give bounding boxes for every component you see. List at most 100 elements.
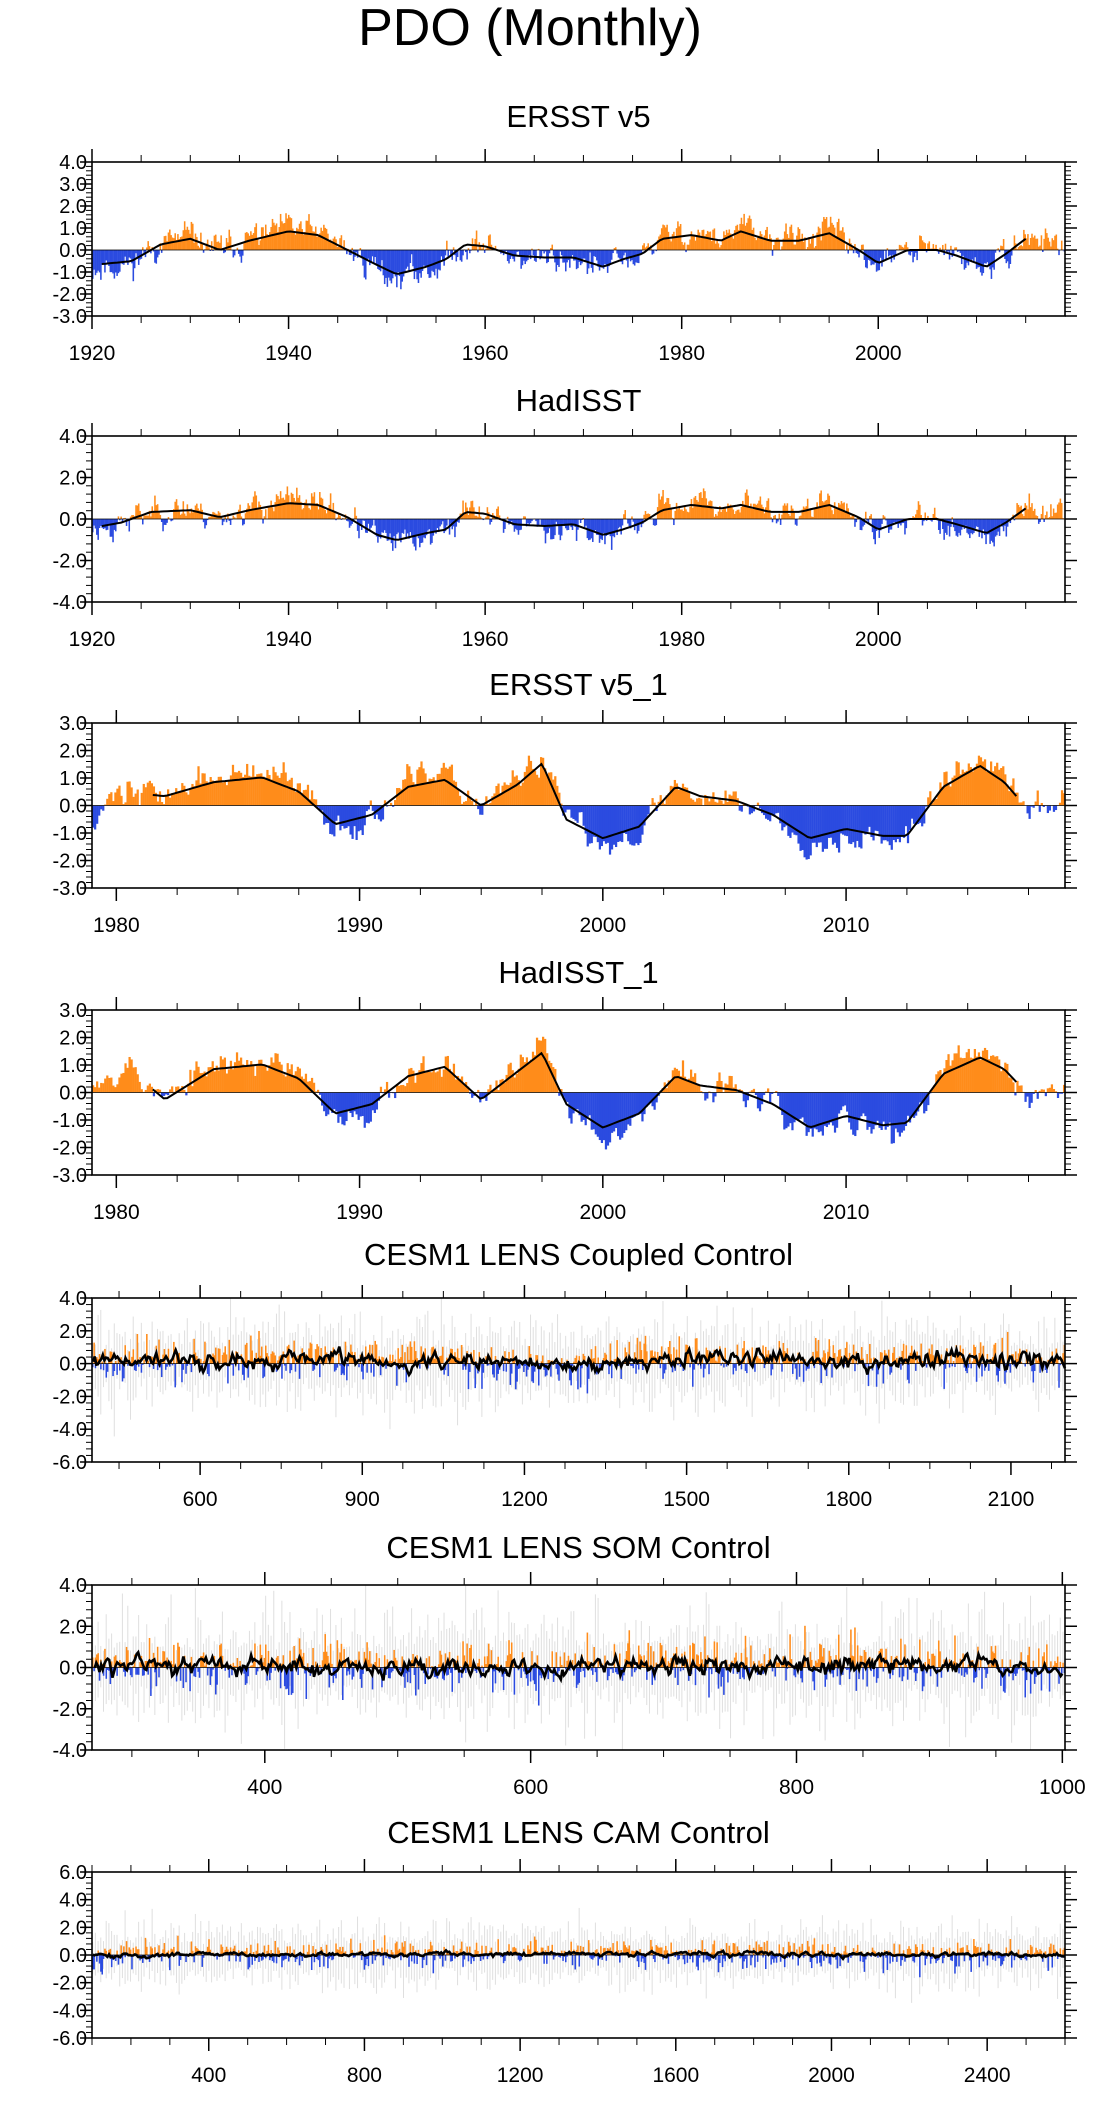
positive-bar [167,789,170,806]
positive-bar [270,779,273,806]
negative-bar [583,250,586,259]
negative-bar [577,519,579,530]
positive-bar [462,1641,464,1668]
positive-bar [917,1361,920,1364]
positive-bar [773,515,775,519]
negative-bar [671,1363,674,1373]
positive-bar [460,1344,463,1364]
negative-bar [582,805,585,826]
negative-bar [544,1363,547,1377]
negative-bar [574,805,577,821]
negative-bar [775,519,778,524]
positive-bar [965,770,968,806]
positive-bar [675,502,678,519]
negative-bar [101,519,104,528]
negative-bar [370,519,372,528]
negative-bar [970,519,972,534]
negative-bar [794,1363,797,1369]
negative-bar [649,1092,652,1103]
negative-bar [335,519,337,521]
positive-bar [317,509,320,519]
positive-bar [652,1651,655,1668]
negative-bar [529,519,532,524]
positive-bar [628,1630,631,1668]
negative-bar [592,1667,594,1675]
y-tick-label: 0.0 [59,1083,87,1105]
positive-bar [266,769,269,806]
negative-bar [889,250,891,256]
positive-bar [211,780,214,806]
positive-bar [720,245,722,250]
positive-bar [277,1360,279,1364]
positive-bar [955,761,958,806]
negative-bar [896,1092,899,1133]
negative-bar [629,805,632,845]
positive-bar [642,245,644,250]
negative-bar [128,250,131,258]
positive-bar [324,1634,326,1668]
positive-bar [708,501,710,519]
positive-bar [810,516,813,519]
positive-bar [124,802,127,806]
positive-bar [448,1651,451,1668]
negative-bar [962,519,964,527]
negative-bar [608,1667,610,1677]
positive-bar [298,1638,301,1668]
negative-bar [596,1667,598,1682]
positive-bar [344,1659,347,1668]
positive-bar [331,1663,333,1668]
positive-bar [1025,238,1028,250]
positive-bar [583,1355,586,1364]
positive-bar [958,1355,960,1364]
negative-bar [121,250,124,265]
positive-bar [706,796,709,806]
negative-bar [971,519,974,535]
negative-bar [858,805,861,848]
positive-bar [410,1346,413,1364]
negative-bar [956,250,959,252]
negative-bar [1032,1092,1035,1094]
positive-bar [196,236,198,250]
positive-bar [128,1056,131,1093]
positive-bar [1027,509,1029,519]
positive-bar [714,514,717,519]
positive-bar [971,771,974,806]
negative-bar [627,805,630,842]
positive-bar [499,793,502,806]
positive-bar [698,1084,701,1093]
positive-bar [760,1663,763,1668]
positive-bar [1051,238,1054,250]
positive-bar [648,1665,651,1668]
positive-bar [851,514,854,519]
negative-bar [1009,1363,1012,1373]
positive-bar [162,1651,164,1668]
negative-bar [423,519,425,538]
positive-bar [300,1357,302,1364]
positive-bar [270,1057,273,1093]
positive-bar [704,235,706,250]
negative-bar [825,1092,829,1128]
negative-bar [923,519,925,522]
negative-bar [510,250,513,257]
negative-bar [623,250,625,256]
positive-bar [499,1079,502,1093]
negative-bar [493,1363,495,1378]
positive-bar [314,1661,317,1668]
positive-bar [293,497,295,519]
positive-bar [477,1089,480,1093]
positive-bar [796,235,798,250]
negative-bar [578,1667,581,1683]
positive-bar [175,1086,178,1093]
negative-bar [969,250,971,260]
negative-bar [569,250,571,268]
positive-bar [363,1651,366,1668]
positive-bar [178,239,181,250]
positive-bar [146,515,148,519]
positive-bar [129,516,132,519]
positive-bar [1020,802,1023,806]
positive-bar [1056,504,1059,519]
positive-bar [950,1349,952,1364]
positive-bar [560,1358,563,1364]
positive-bar [582,1353,585,1364]
